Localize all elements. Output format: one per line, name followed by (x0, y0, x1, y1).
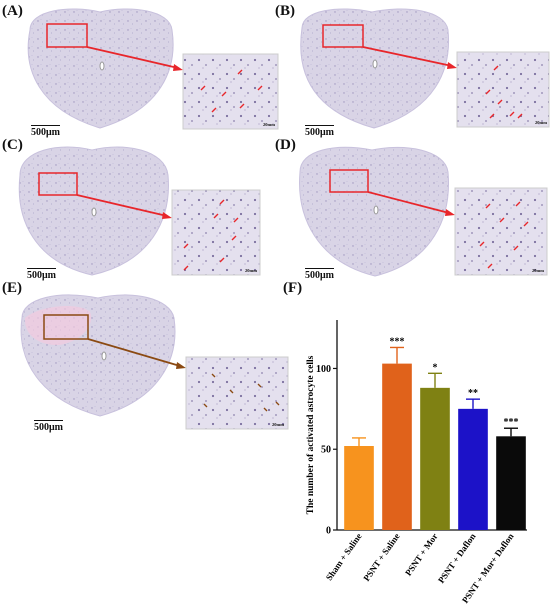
x-tick-label: PSNT + Mor (403, 531, 440, 577)
significance-label: *** (504, 417, 519, 428)
panel-e-inset-scale: 20mm (272, 422, 284, 427)
panel-e-label: (E) (2, 280, 22, 296)
panel-c-scale-bar: 500μm (27, 268, 56, 281)
bar (420, 387, 450, 530)
panel-a-scale-bar: 500μm (31, 125, 60, 138)
panel-d-highlight-box (329, 169, 369, 193)
panel-d-scale-bar: 500μm (305, 268, 334, 281)
panel-d-zoom-arrow (367, 191, 450, 214)
panel-d-label: (D) (275, 137, 296, 153)
panel-c-section (18, 146, 169, 276)
x-tick-label: PSNT + Saline (361, 531, 401, 583)
panel-b-inset-scale: 20mm (535, 120, 547, 125)
bar (344, 446, 374, 530)
significance-label: * (433, 362, 438, 373)
bar (382, 363, 412, 530)
panel-d-section (299, 146, 449, 277)
panel-c-zoom-arrow (76, 194, 168, 217)
bar (496, 436, 526, 530)
panel-c-inset-scale: 20mm (245, 268, 257, 273)
bar (458, 408, 488, 530)
panel-e-scale-bar: 500μm (34, 420, 63, 433)
panel-c-label: (C) (2, 137, 23, 153)
panel-e-zoom-arrow (87, 338, 181, 367)
y-axis-label: The number of activated astrocyte cells (306, 355, 316, 514)
x-tick-label: PSNT + Daflon (436, 531, 478, 585)
panel-a-highlight-box (46, 23, 88, 48)
panel-e-highlight-box (43, 314, 89, 340)
panel-a-section (27, 8, 174, 129)
significance-label: ** (468, 388, 478, 399)
panel-c-inset (171, 189, 261, 276)
panel-a-inset (182, 53, 279, 130)
panel-b-scale-bar: 500μm (305, 125, 334, 138)
panel-a-inset-scale: 20mm (263, 122, 275, 127)
y-tick-label: 0 (326, 526, 331, 537)
panel-b-section (300, 8, 450, 129)
panel-c-highlight-box (38, 172, 78, 196)
panel-b-label: (B) (275, 3, 295, 19)
significance-label: *** (390, 336, 405, 347)
x-tick-label: Sham + Saline (324, 531, 364, 582)
panel-a-zoom-arrow (86, 46, 179, 69)
panel-e-section (20, 294, 176, 417)
panel-a-label: (A) (2, 3, 23, 19)
panel-d-inset-scale: 20mm (532, 268, 544, 273)
panel-f-label: (F) (283, 280, 303, 296)
y-tick-label: 50 (321, 445, 331, 456)
panel-b-zoom-arrow (362, 46, 453, 67)
panel-b-highlight-box (322, 24, 364, 48)
panel-b-inset (456, 51, 550, 128)
panel-d-inset (454, 187, 548, 276)
y-tick-label: 100 (316, 364, 331, 375)
panel-e-inset (185, 356, 289, 430)
